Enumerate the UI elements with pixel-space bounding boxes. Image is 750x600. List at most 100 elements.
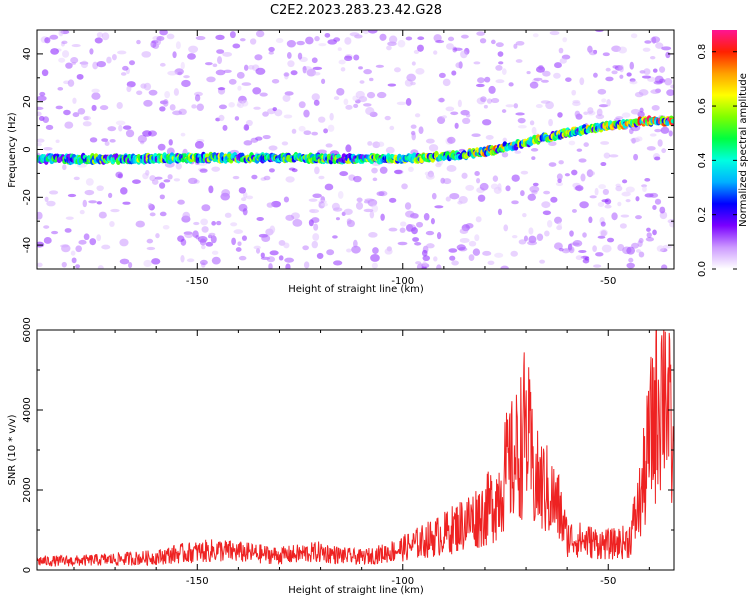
spectrogram-noise-blob: [557, 112, 563, 118]
spectrogram-noise-blob: [159, 106, 166, 112]
spectrogram-noise-blob: [490, 97, 500, 104]
spectrogram-noise-blob: [571, 208, 577, 213]
spectrogram-noise-blob: [612, 65, 619, 69]
spectrogram-noise-blob: [494, 252, 504, 258]
spectrogram-noise-blob: [571, 89, 577, 96]
spectrogram-noise-blob: [588, 216, 593, 224]
spectrogram-noise-blob: [513, 43, 518, 49]
spectrogram-noise-blob: [477, 77, 485, 84]
spectrogram-noise-blob: [654, 198, 662, 205]
spectrogram-noise-blob: [422, 261, 427, 268]
spectrogram-noise-blob: [505, 185, 511, 192]
snr-panel: -150 -100 -50 0 2000 4000 6000 Height of strai…: [7, 317, 675, 596]
spectrogram-noise-blob: [163, 179, 171, 183]
spectrogram-noise-blob: [457, 200, 463, 205]
spectrogram-noise-blob: [291, 128, 297, 134]
spectrogram-noise-blob: [580, 173, 586, 182]
spectrogram-noise-blob: [399, 227, 406, 233]
spectrogram-noise-blob: [76, 73, 84, 80]
spectrogram-noise-blob: [465, 223, 474, 229]
spectrogram-noise-blob: [96, 185, 104, 192]
spectrogram-noise-blob: [475, 216, 482, 223]
spectrogram-noise-blob: [405, 223, 414, 232]
spectrogram-noise-blob: [193, 221, 200, 226]
spectrogram-noise-blob: [78, 239, 87, 245]
spectrogram-noise-blob: [46, 200, 56, 207]
spectrogram-noise-blob: [199, 259, 208, 266]
spectrogram-noise-blob: [451, 260, 459, 266]
spectrogram-noise-blob: [652, 204, 657, 210]
spectrogram-noise-blob: [597, 201, 605, 207]
spectrogram-noise-blob: [649, 192, 659, 198]
spectrogram-noise-blob: [137, 134, 147, 143]
spectrogram-noise-blob: [55, 105, 63, 110]
spectrogram-noise-blob: [173, 88, 180, 96]
spectrogram-noise-blob: [495, 65, 503, 71]
spectrogram-noise-blob: [487, 260, 495, 265]
spectrogram-noise-blob: [511, 235, 518, 239]
spectrogram-ytick-label: 40: [22, 48, 33, 61]
spectrogram-noise-blob: [339, 171, 349, 177]
spectrogram-noise-blob: [619, 64, 624, 73]
spectrogram-noise-blob: [221, 189, 231, 197]
spectrogram-noise-blob: [387, 83, 397, 87]
spectrogram-noise-blob: [531, 156, 536, 161]
spectrogram-noise-blob: [116, 102, 123, 110]
spectrogram-noise-blob: [268, 51, 274, 55]
spectrogram-noise-blob: [646, 146, 656, 151]
spectrogram-noise-blob: [329, 112, 334, 121]
spectrogram-noise-blob: [58, 30, 64, 37]
spectrogram-ytick-label: 20: [22, 95, 33, 108]
spectrogram-noise-blob: [283, 242, 290, 249]
spectrogram-noise-blob: [243, 64, 249, 71]
spectrogram-noise-blob: [333, 260, 343, 266]
spectrogram-panel: -150 -100 -50 -40 -20 0 20 40 Height of straigh…: [7, 29, 675, 295]
spectrogram-noise-blob: [79, 209, 85, 215]
spectrogram-noise-blob: [541, 201, 551, 209]
spectrogram-noise-blob: [629, 61, 635, 70]
spectrogram-noise-blob: [611, 70, 618, 75]
spectrogram-noise-blob: [314, 166, 320, 175]
spectrogram-noise-blob: [355, 90, 365, 99]
spectrogram-noise-blob: [302, 65, 307, 74]
spectrogram-noise-blob: [665, 51, 671, 59]
spectrogram-noise-blob: [62, 50, 70, 58]
snr-ticks: -150 -100 -50 0 2000 4000 6000: [22, 317, 674, 587]
spectrogram-x-axis-label: Height of straight line (km): [288, 284, 424, 295]
spectrogram-noise-blob: [51, 230, 59, 235]
spectrogram-noise-blob: [318, 43, 327, 47]
spectrogram-noise-blob: [578, 158, 587, 163]
spectrogram-noise-blob: [232, 175, 240, 180]
spectrogram-noise-blob: [218, 114, 225, 122]
spectrogram-noise-blob: [45, 124, 54, 130]
spectrogram-noise-blob: [268, 263, 273, 269]
spectrogram-noise-blob: [583, 111, 589, 115]
spectrogram-noise-blob: [386, 45, 392, 51]
spectrogram-noise-blob: [177, 199, 185, 205]
spectrogram-noise-blob: [406, 73, 417, 82]
spectrogram-noise-blob: [595, 113, 605, 120]
spectrogram-ytick-label: -20: [22, 189, 33, 205]
spectrogram-noise-blob: [600, 221, 606, 227]
snr-frame: [36, 329, 675, 571]
spectrogram-noise-blob: [83, 115, 91, 121]
spectrogram-noise-blob: [482, 119, 492, 126]
spectrogram-noise-blob: [626, 72, 632, 77]
spectrogram-noise-blob: [447, 136, 456, 144]
spectrogram-noise-blob: [183, 75, 190, 79]
spectrogram-noise-blob: [196, 103, 204, 111]
spectrogram-noise-blob: [353, 54, 360, 61]
spectrogram-noise-blob: [662, 244, 672, 249]
spectrogram-noise-blob: [180, 255, 185, 263]
spectrogram-noise-blob: [454, 122, 459, 129]
spectrogram-noise-blob: [480, 96, 487, 103]
spectrogram-noise-blob: [472, 248, 481, 256]
spectrogram-noise-blob: [661, 148, 667, 154]
spectrogram-noise-blob: [457, 99, 462, 108]
spectrogram-noise-blob: [261, 234, 271, 243]
spectrogram-noise-blob: [317, 149, 327, 154]
spectrogram-noise-blob: [302, 245, 309, 251]
spectrogram-noise-blob: [388, 197, 397, 203]
spectrogram-noise-blob: [578, 249, 587, 253]
spectrogram-noise-blob: [503, 224, 509, 232]
